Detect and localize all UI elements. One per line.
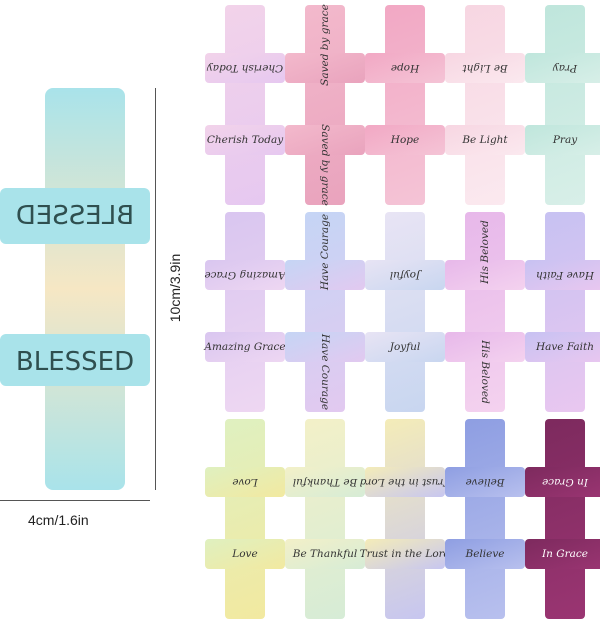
cross-bottom-arm	[445, 539, 525, 569]
cross-top-arm	[285, 467, 365, 497]
cross-vertical-bar	[305, 419, 345, 619]
cross-bottom-arm	[0, 334, 150, 386]
cross-vertical-bar	[545, 5, 585, 205]
cross-top-arm	[445, 260, 525, 290]
width-dimension-line	[0, 500, 150, 501]
cross-label: Trust in the Lord	[359, 548, 451, 560]
cross-label: Pray	[552, 134, 578, 146]
cross-top-arm	[525, 260, 600, 290]
cross-bookmark: Trust in the Lord Trust in the Lord	[359, 419, 451, 619]
cross-top-arm	[205, 260, 285, 290]
cross-bottom-arm	[365, 332, 445, 362]
cross-label: Be Light	[462, 134, 508, 146]
cross-top-arm	[0, 188, 150, 244]
cross-top-arm	[285, 260, 365, 290]
cross-bookmark: Pray Pray	[525, 5, 600, 205]
cross-vertical-bar	[385, 212, 425, 412]
mirrored-label: Amazing Grace	[204, 269, 286, 281]
cross-bookmark: Joyful Joyful	[365, 212, 445, 412]
cross-vertical-bar	[305, 5, 345, 205]
cross-label: Love	[232, 548, 258, 560]
mirrored-label: Cherish Today	[206, 62, 284, 74]
cross-bottom-arm	[525, 539, 600, 569]
cross-bookmark: Be Thankful Be Thankful	[285, 419, 365, 619]
cross-vertical-bar	[465, 212, 505, 412]
mirrored-label: Hope	[390, 62, 420, 74]
cross-top-arm	[445, 467, 525, 497]
width-dimension-label: 4cm/1.6in	[28, 512, 89, 528]
cross-bottom-arm	[285, 332, 365, 362]
mirrored-label: Be Thankful	[292, 476, 358, 488]
cross-top-arm	[205, 53, 285, 83]
mirrored-label: BLESSED	[15, 201, 135, 231]
cross-top-arm	[365, 53, 445, 83]
height-dimension-label: 10cm/3.9in	[167, 253, 183, 323]
mirrored-label: Joyful	[389, 269, 421, 281]
cross-bookmark: Amazing Grace Amazing Grace	[204, 212, 286, 412]
cross-vertical-bar	[545, 212, 585, 412]
mirrored-label: Pray	[552, 62, 578, 74]
cross-bookmark: Hope Hope	[365, 5, 445, 205]
cross-bookmark: In Grace In Grace	[525, 419, 600, 619]
cross-top-arm	[285, 53, 365, 83]
cross-bottom-arm	[205, 539, 285, 569]
cross-label: Believe	[465, 548, 505, 560]
cross-top-arm	[365, 260, 445, 290]
cross-bottom-arm	[285, 125, 365, 155]
cross-vertical-bar	[385, 419, 425, 619]
cross-bookmark: Believe Believe	[445, 419, 525, 619]
cross-bottom-arm	[285, 539, 365, 569]
cross-bookmark: Have Faith Have Faith	[525, 212, 600, 412]
cross-bottom-arm	[525, 125, 600, 155]
cross-bottom-arm	[525, 332, 600, 362]
cross-label: Amazing Grace	[204, 341, 286, 353]
cross-top-arm	[445, 53, 525, 83]
cross-bookmark: His Beloved His Beloved	[445, 212, 525, 412]
cross-vertical-bar	[225, 212, 265, 412]
mirrored-label: Believe	[465, 476, 505, 488]
cross-vertical-bar	[225, 5, 265, 205]
large-cross-bookmark: BLESSED BLESSED	[0, 88, 150, 490]
mirrored-label: Love	[232, 476, 258, 488]
cross-vertical-bar	[465, 5, 505, 205]
cross-bookmark: Saved by grace Saved by grace	[285, 4, 365, 206]
cross-bottom-arm	[205, 125, 285, 155]
cross-vertical-bar	[385, 5, 425, 205]
height-dimension-line	[155, 88, 156, 490]
mirrored-label: Be Light	[462, 62, 508, 74]
cross-bottom-arm	[445, 125, 525, 155]
cross-top-arm	[205, 467, 285, 497]
cross-vertical-bar	[45, 88, 125, 490]
cross-label: In Grace	[541, 548, 588, 560]
cross-bookmark: Have Courage Have Courage	[285, 212, 365, 412]
cross-label: Joyful	[389, 341, 421, 353]
cross-top-arm	[365, 467, 445, 497]
cross-label: Be Thankful	[292, 548, 358, 560]
cross-bookmark: Be Light Be Light	[445, 5, 525, 205]
cross-bottom-arm	[445, 332, 525, 362]
mirrored-label: Trust in the Lord	[359, 476, 451, 488]
cross-label: Have Faith	[535, 341, 595, 353]
cross-bottom-arm	[365, 539, 445, 569]
cross-vertical-bar	[545, 419, 585, 619]
cross-top-arm	[525, 467, 600, 497]
mirrored-label: Have Faith	[535, 269, 595, 281]
mirrored-label: In Grace	[542, 476, 589, 488]
cross-top-arm	[525, 53, 600, 83]
cross-vertical-bar	[305, 212, 345, 412]
cross-vertical-bar	[465, 419, 505, 619]
cross-vertical-bar	[225, 419, 265, 619]
cross-label: Cherish Today	[206, 134, 284, 146]
cross-label: BLESSED	[15, 347, 135, 377]
cross-bottom-arm	[365, 125, 445, 155]
cross-bookmark: Cherish Today Cherish Today	[205, 5, 285, 205]
cross-bottom-arm	[205, 332, 285, 362]
cross-bookmark: Love Love	[205, 419, 285, 619]
cross-label: Hope	[390, 134, 420, 146]
